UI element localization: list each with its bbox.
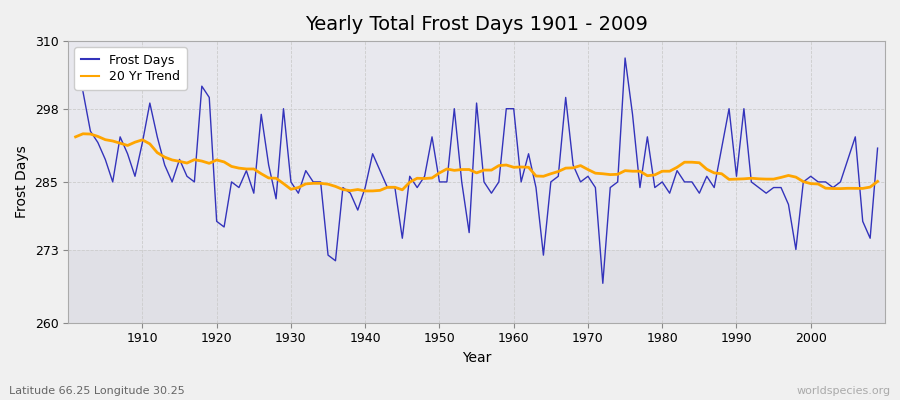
Text: Latitude 66.25 Longitude 30.25: Latitude 66.25 Longitude 30.25 bbox=[9, 386, 184, 396]
Y-axis label: Frost Days: Frost Days bbox=[15, 146, 29, 218]
Legend: Frost Days, 20 Yr Trend: Frost Days, 20 Yr Trend bbox=[75, 47, 186, 90]
Title: Yearly Total Frost Days 1901 - 2009: Yearly Total Frost Days 1901 - 2009 bbox=[305, 15, 648, 34]
X-axis label: Year: Year bbox=[462, 351, 491, 365]
Text: worldspecies.org: worldspecies.org bbox=[796, 386, 891, 396]
Bar bbox=[68, 250, 885, 323]
